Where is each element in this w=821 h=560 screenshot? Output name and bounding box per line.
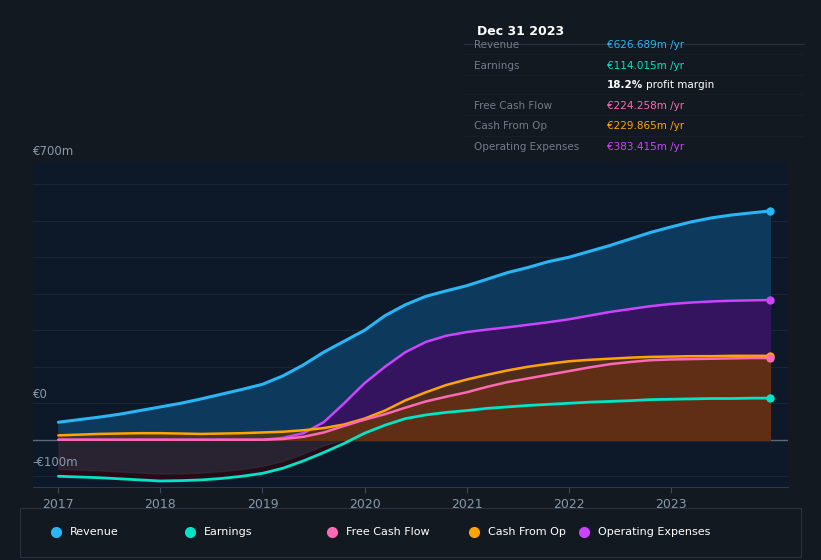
Text: €229.865m /yr: €229.865m /yr [607, 122, 684, 132]
Text: Earnings: Earnings [474, 60, 520, 71]
Text: Revenue: Revenue [474, 40, 519, 50]
Text: Operating Expenses: Operating Expenses [598, 527, 710, 537]
Text: Operating Expenses: Operating Expenses [474, 142, 580, 152]
Text: Earnings: Earnings [204, 527, 253, 537]
Text: 18.2%: 18.2% [607, 80, 643, 90]
Text: €626.689m /yr: €626.689m /yr [607, 40, 684, 50]
Text: €383.415m /yr: €383.415m /yr [607, 142, 684, 152]
Text: €114.015m /yr: €114.015m /yr [607, 60, 684, 71]
Text: €0: €0 [33, 388, 48, 402]
Text: profit margin: profit margin [646, 80, 714, 90]
Text: Free Cash Flow: Free Cash Flow [346, 527, 429, 537]
Text: -€100m: -€100m [33, 455, 79, 469]
Text: Free Cash Flow: Free Cash Flow [474, 101, 553, 111]
Text: Dec 31 2023: Dec 31 2023 [478, 25, 565, 38]
Text: Revenue: Revenue [70, 527, 119, 537]
Text: €700m: €700m [33, 145, 74, 158]
Text: €224.258m /yr: €224.258m /yr [607, 101, 684, 111]
Text: Cash From Op: Cash From Op [488, 527, 566, 537]
Text: Cash From Op: Cash From Op [474, 122, 547, 132]
